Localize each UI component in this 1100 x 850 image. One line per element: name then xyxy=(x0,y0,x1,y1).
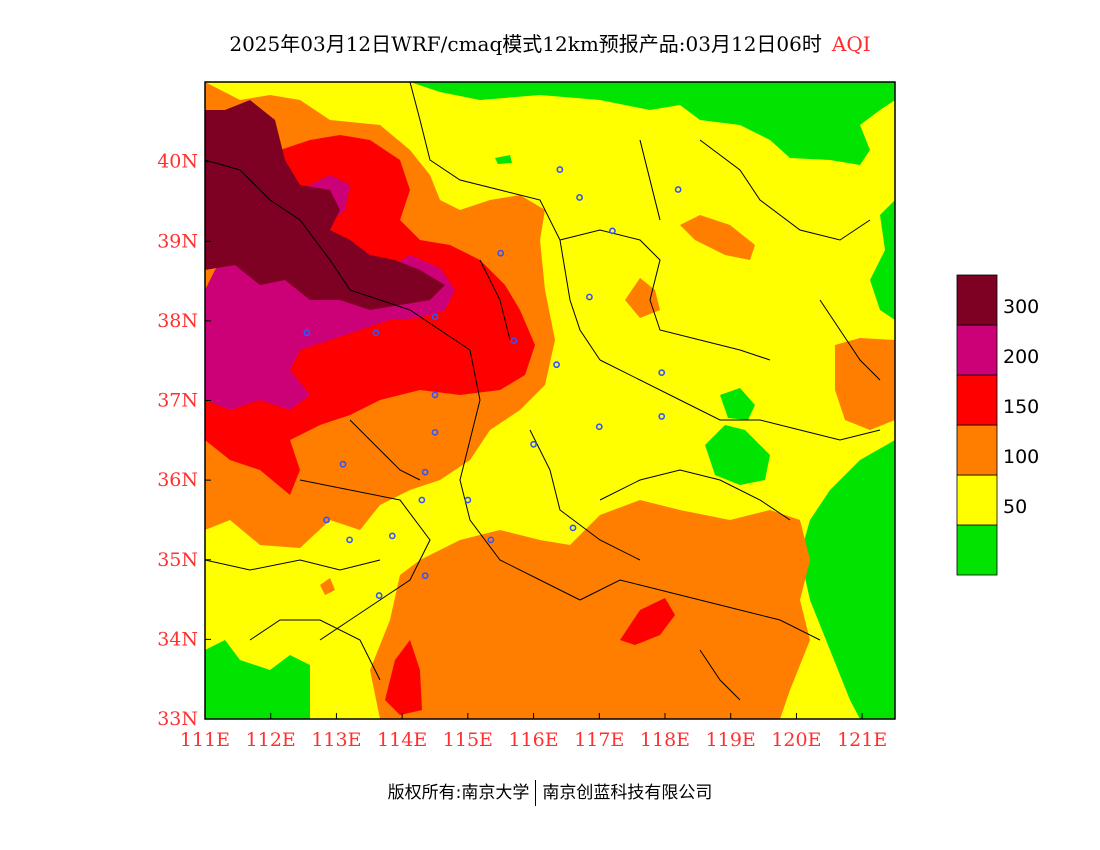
orange-patch-west xyxy=(320,578,335,595)
maroon-region xyxy=(205,100,445,310)
x-tick-label: 121E xyxy=(837,729,887,751)
green-patch-1 xyxy=(705,425,770,485)
city-marker-icon xyxy=(346,536,353,544)
x-tick-label: 112E xyxy=(246,729,296,751)
green-region-north xyxy=(410,82,895,165)
y-tick-label: 38N xyxy=(157,310,198,332)
legend-swatch xyxy=(956,474,998,526)
red-patch-south xyxy=(385,640,422,715)
city-marker-icon xyxy=(418,496,426,504)
legend-swatch xyxy=(956,374,998,426)
city-marker-icon xyxy=(421,468,429,476)
y-tick-label: 37N xyxy=(157,390,198,412)
legend-label: 150 xyxy=(1003,396,1040,418)
legend-label: 50 xyxy=(1003,496,1028,518)
city-marker-icon xyxy=(431,391,439,399)
x-tick-label: 114E xyxy=(377,729,427,751)
city-marker-icon xyxy=(569,524,577,532)
city-marker-icon xyxy=(303,329,311,337)
green-region-southwest xyxy=(205,640,310,719)
x-tick-label: 117E xyxy=(574,729,624,751)
title-variable: AQI xyxy=(831,32,871,56)
green-patch-2 xyxy=(720,388,755,420)
legend-label: 300 xyxy=(1003,296,1040,318)
credits: 版权所有:南京大学 南京创蓝科技有限公司 xyxy=(0,778,1100,806)
x-tick-label: 120E xyxy=(771,729,821,751)
y-tick-label: 40N xyxy=(157,151,198,173)
green-patch-3 xyxy=(495,155,512,164)
x-tick-label: 116E xyxy=(509,729,559,751)
x-tick-label: 119E xyxy=(706,729,756,751)
city-marker-icon xyxy=(510,337,518,345)
longitude-axis: 111E 112E 113E 114E 115E 116E 117E 118E 119E 120E… xyxy=(180,713,887,751)
y-tick-label: 33N xyxy=(157,708,198,730)
chart-title: 2025年03月12日WRF/cmaq模式12km预报产品:03月12日06时 A… xyxy=(0,28,1100,57)
y-tick-label: 34N xyxy=(157,628,198,650)
city-marker-icon xyxy=(464,496,472,504)
city-marker-icon xyxy=(576,194,583,201)
city-marker-icon xyxy=(323,516,330,524)
city-marker-icon xyxy=(339,460,347,468)
legend-swatch xyxy=(956,524,998,576)
city-marker-icon xyxy=(553,361,560,369)
orange-patch-northeast xyxy=(680,215,755,260)
city-marker-icon xyxy=(375,592,383,599)
red-patch-southeast xyxy=(620,598,675,645)
city-marker-icon xyxy=(586,293,593,301)
y-tick-label: 39N xyxy=(157,230,198,252)
x-tick-label: 118E xyxy=(640,729,690,751)
y-tick-label: 36N xyxy=(157,469,198,491)
city-marker-icon xyxy=(609,227,616,235)
legend-label: 200 xyxy=(1003,346,1040,368)
city-marker-icon xyxy=(595,423,603,431)
city-marker-icon xyxy=(388,532,396,540)
title-main: 2025年03月12日WRF/cmaq模式12km预报产品:03月12日06时 xyxy=(229,32,822,56)
y-tick-label: 35N xyxy=(157,549,198,571)
legend-label: 100 xyxy=(1003,446,1040,468)
x-tick-label: 113E xyxy=(311,729,361,751)
city-marker-icon xyxy=(372,329,380,337)
city-marker-icon xyxy=(487,536,495,544)
aqi-field xyxy=(205,82,895,719)
credits-separator xyxy=(535,780,537,806)
city-marker-icon xyxy=(431,428,439,436)
city-marker-icon xyxy=(421,572,429,580)
aqi-legend xyxy=(956,274,998,576)
orange-patch-east xyxy=(835,338,895,430)
city-marker-icon xyxy=(658,413,666,420)
city-marker-icon xyxy=(556,166,564,173)
legend-swatch xyxy=(956,424,998,476)
latitude-axis: 33N 34N 35N 36N 37N 38N 39N 40N xyxy=(157,151,211,730)
orange-patch-center xyxy=(625,278,660,318)
x-tick-label: 111E xyxy=(180,729,230,751)
city-markers xyxy=(303,166,682,599)
legend-swatch xyxy=(956,274,998,326)
city-marker-icon xyxy=(497,249,505,257)
legend-swatch xyxy=(956,324,998,376)
city-marker-icon xyxy=(530,440,537,448)
city-marker-icon xyxy=(431,313,439,321)
credits-right: 南京创蓝科技有限公司 xyxy=(542,783,713,803)
x-tick-label: 115E xyxy=(443,729,493,751)
city-marker-icon xyxy=(674,186,682,193)
green-region-east xyxy=(870,200,895,320)
credits-left: 版权所有:南京大学 xyxy=(387,783,530,803)
city-marker-icon xyxy=(658,369,666,377)
orange-region-south xyxy=(370,500,810,719)
green-region-southeast xyxy=(800,440,895,719)
